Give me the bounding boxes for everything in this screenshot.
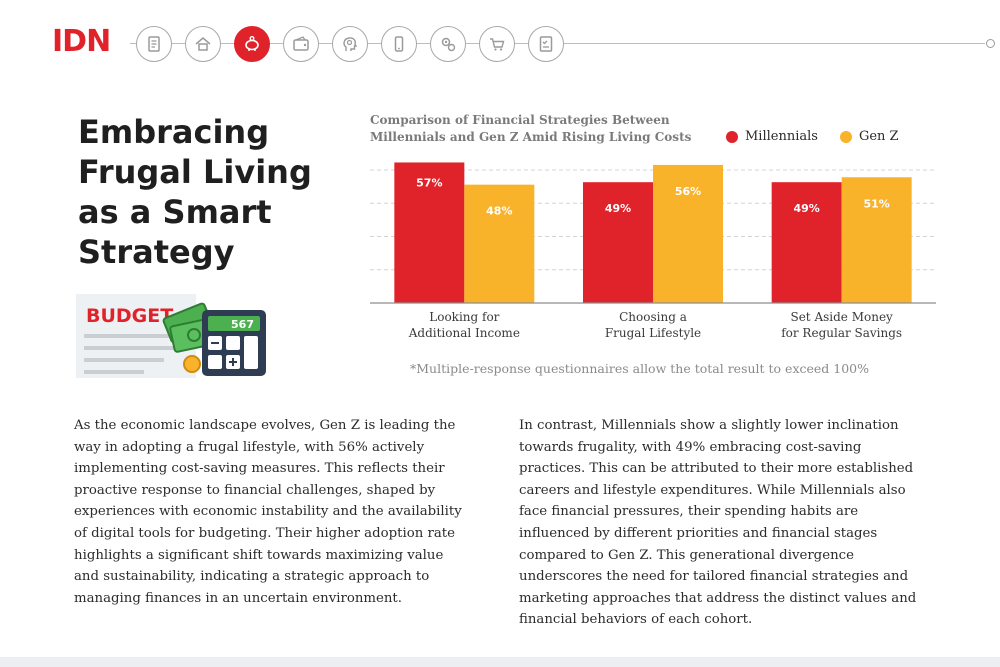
page-headline: Embracing Frugal Living as a Smart Strat… [78, 112, 338, 272]
nav-line-end-dot [986, 39, 995, 48]
bar-value-label: 49% [793, 202, 819, 215]
bar-millennials-0 [394, 162, 465, 303]
legend-swatch-millennials [726, 130, 738, 143]
bar-value-label: 51% [863, 197, 889, 210]
headline-line-4: Strategy [78, 233, 235, 271]
bar-millennials-2 [771, 182, 842, 303]
head-idea-icon[interactable] [332, 26, 368, 62]
calculator-display: 567 [231, 318, 254, 331]
legend-label-gen-z: Gen Z [858, 129, 899, 144]
budget-calculator-illustration: BUDGET 567 [76, 294, 266, 378]
legend-swatch-gen-z [839, 130, 852, 143]
bar-chart: 57% 48% Looking for Additional Income 49% 56%… [370, 162, 936, 340]
bar-value-label: 57% [416, 176, 442, 189]
document-icon[interactable] [136, 26, 172, 62]
bar-gen-z-2 [841, 177, 912, 303]
bottom-band [0, 657, 1000, 667]
checklist-icon[interactable] [528, 26, 564, 62]
smartphone-icon[interactable] [381, 26, 417, 62]
category-label: Frugal Lifestyle [605, 326, 701, 340]
chart-footnote: *Multiple-response questionnaires allow … [410, 361, 870, 376]
bar-value-label: 49% [605, 202, 631, 215]
legend-label-millennials: Millennials [745, 129, 818, 144]
budget-label: BUDGET [86, 305, 173, 327]
chart-title: Comparison of Financial Strategies Betwe… [370, 112, 710, 146]
headline-line-2: Frugal Living [78, 153, 312, 191]
category-label: Additional Income [408, 326, 520, 340]
legend-item-gen-z: Gen Z [839, 129, 899, 144]
topic-icon-navigation [136, 26, 564, 62]
legend-item-millennials: Millennials [726, 129, 818, 144]
piggy-bank-icon[interactable] [234, 26, 270, 62]
bar-millennials-1 [583, 182, 653, 303]
chart-title-line-1: Comparison of Financial Strategies Betwe… [370, 113, 670, 127]
house-icon[interactable] [185, 26, 221, 62]
category-label: Set Aside Money [790, 310, 893, 324]
shopping-cart-icon[interactable] [479, 26, 515, 62]
chart-legend: Millennials Gen Z [726, 129, 899, 144]
bar-gen-z-0 [464, 184, 535, 303]
right-paragraph: In contrast, Millennials show a slightly… [519, 418, 917, 628]
category-label: Looking for [429, 310, 499, 324]
bar-gen-z-1 [653, 164, 723, 303]
category-label: Choosing a [619, 310, 687, 324]
chart-title-line-2: Millennials and Gen Z Amid Rising Living… [370, 130, 692, 144]
idn-logo[interactable]: IDN [52, 24, 111, 59]
calculator-icon: 567 [202, 310, 266, 376]
gears-coins-icon[interactable] [430, 26, 466, 62]
category-label: for Regular Savings [781, 326, 902, 340]
headline-line-3: as a Smart [78, 193, 272, 231]
left-paragraph: As the economic landscape evolves, Gen Z… [74, 418, 462, 606]
bar-value-label: 48% [486, 205, 512, 218]
bar-value-label: 56% [675, 185, 701, 198]
headline-line-1: Embracing [78, 113, 270, 151]
wallet-icon[interactable] [283, 26, 319, 62]
